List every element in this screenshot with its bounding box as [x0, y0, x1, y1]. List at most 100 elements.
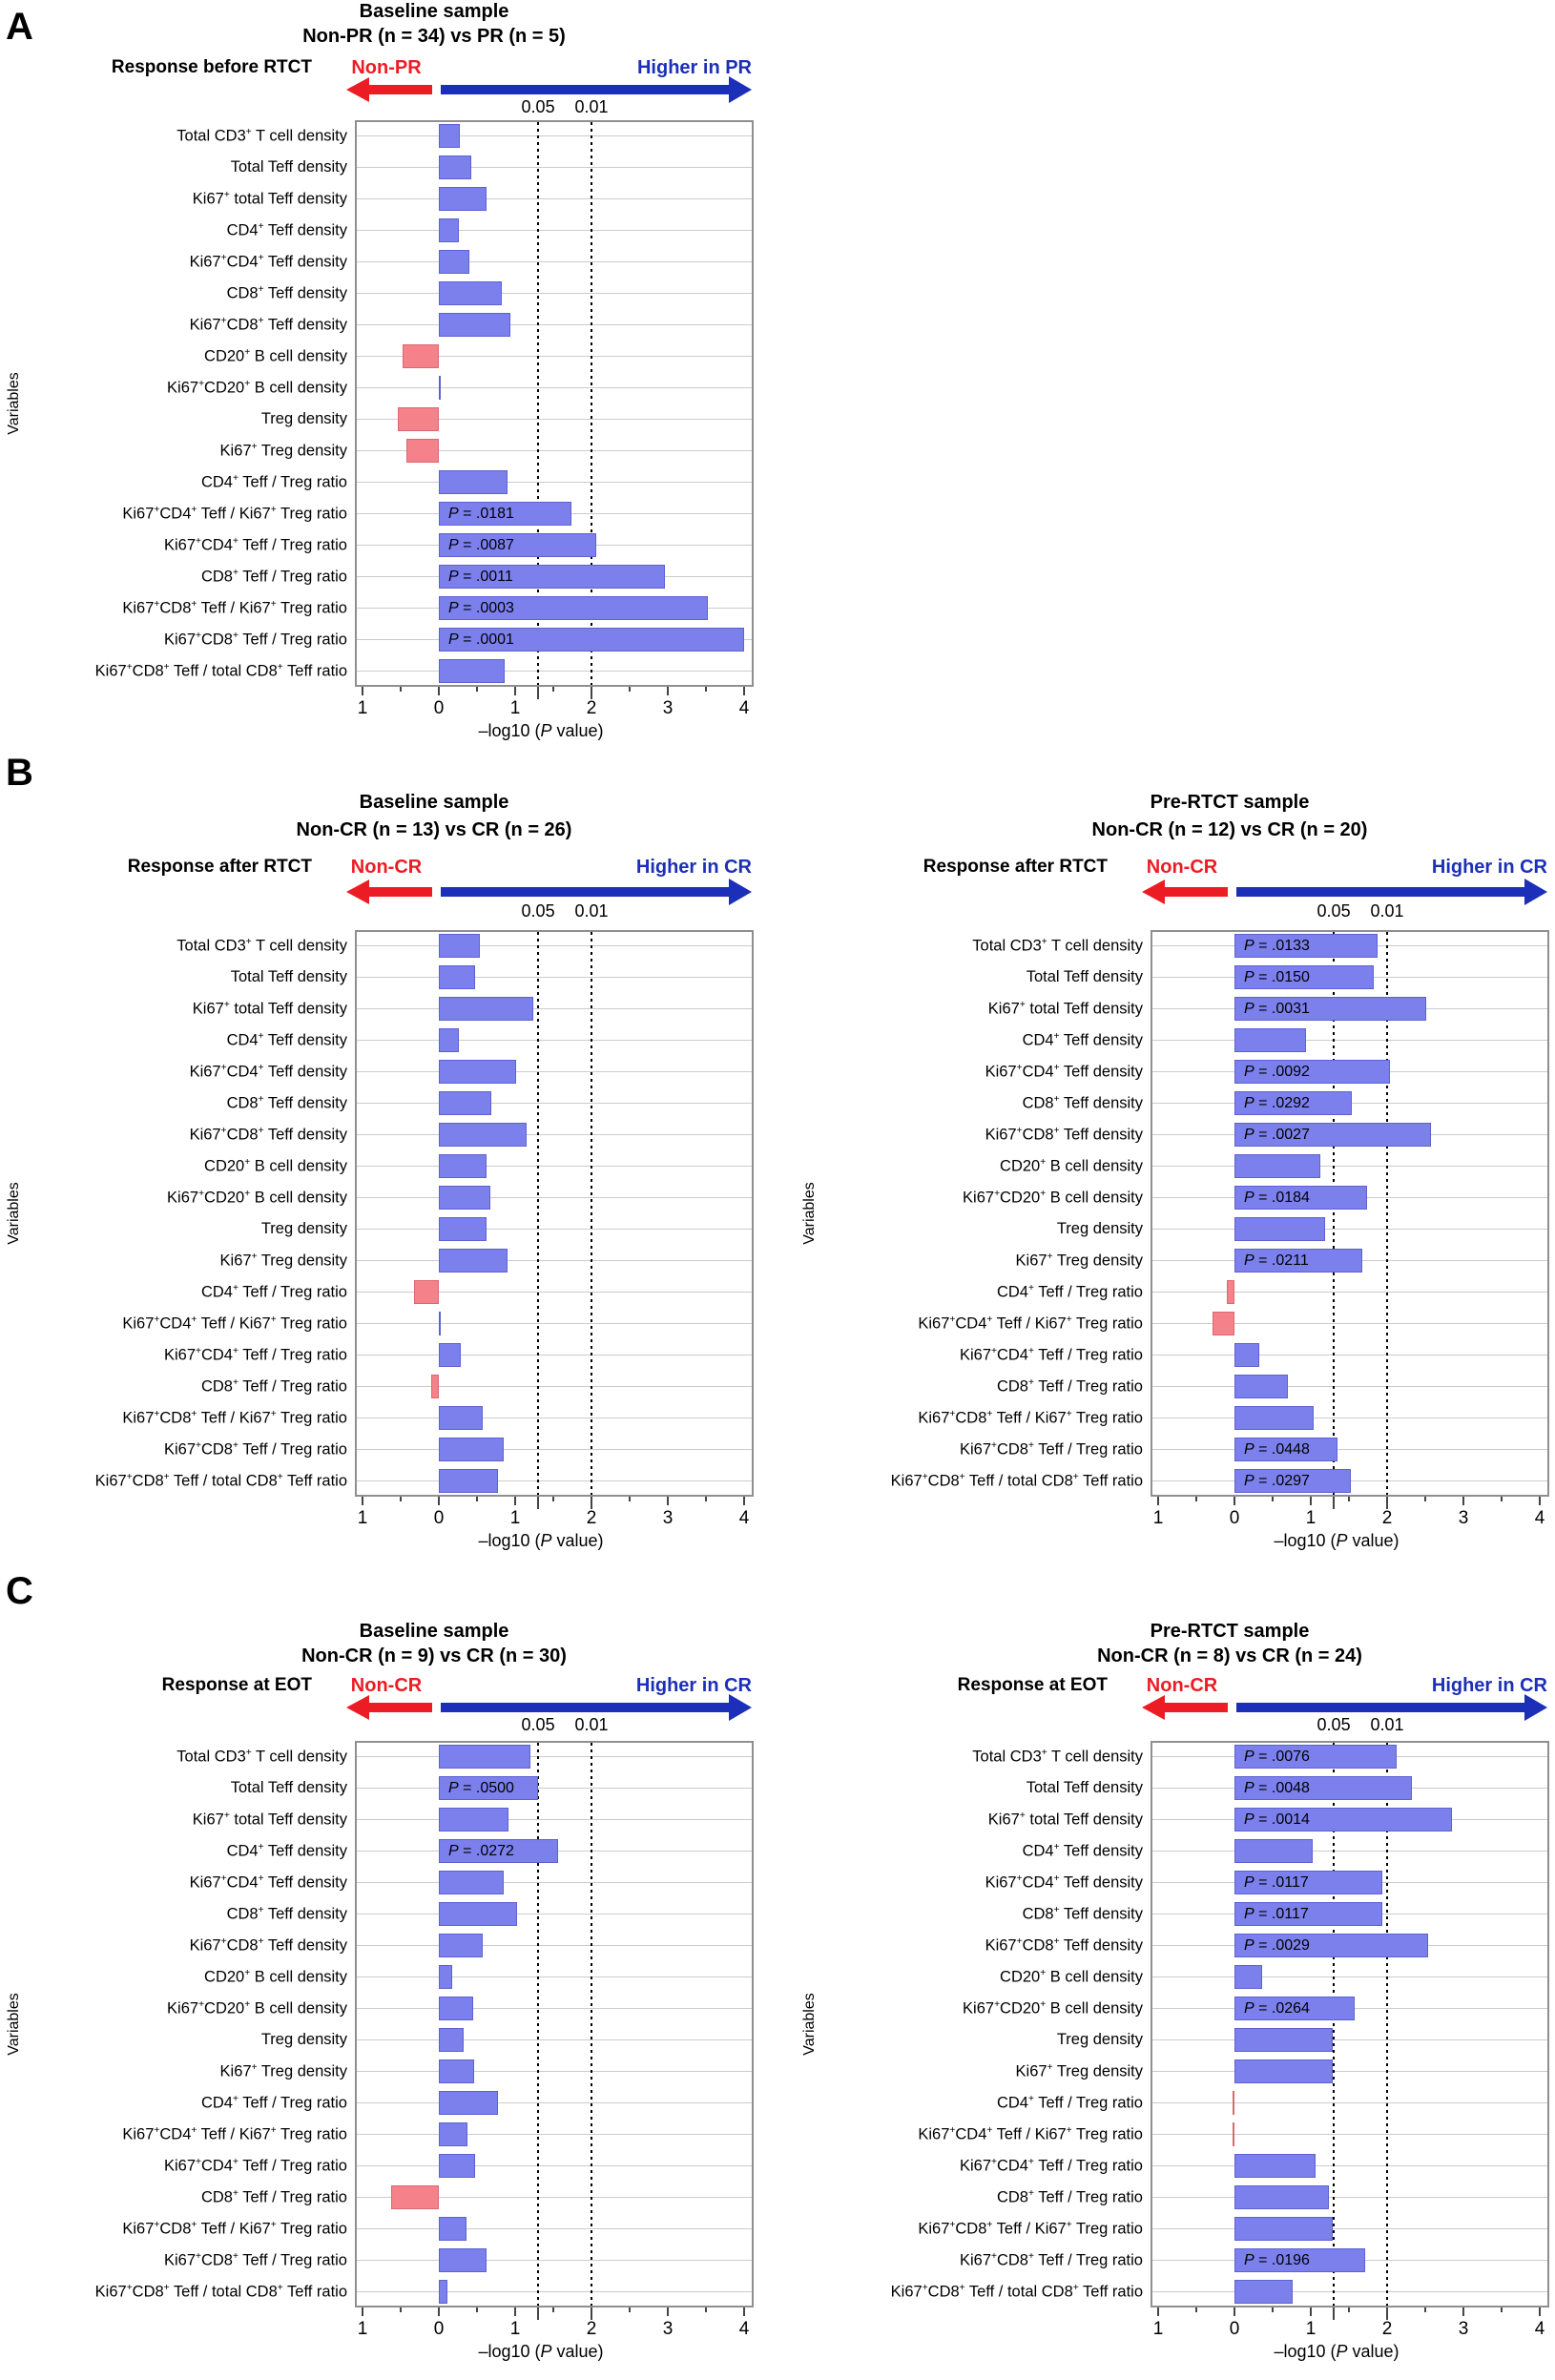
x-axis-tick	[552, 2308, 554, 2312]
variable-label: Ki67+CD8+ Teff / Ki67+ Treg ratio	[918, 2220, 1143, 2238]
gridline	[357, 450, 752, 451]
right-arrow-icon	[441, 887, 729, 897]
bar	[1234, 1808, 1453, 1832]
bar	[1234, 1997, 1356, 2020]
variable-label: Ki67+CD8+ Teff / Treg ratio	[163, 631, 347, 649]
variable-label: Ki67+CD20+ B cell density	[167, 379, 347, 397]
variable-label: Ki67+CD8+ Teff density	[985, 1936, 1143, 1955]
variable-label: Treg density	[1056, 2031, 1143, 2048]
bar	[439, 2028, 465, 2052]
left-direction-label: Non-PR	[351, 57, 422, 78]
p-value-label: P = .0117	[1244, 1874, 1309, 1891]
gridline	[357, 1882, 752, 1883]
x-tick-label: 2	[1381, 1508, 1393, 1528]
x-tick-label: 0	[433, 1508, 445, 1528]
threshold-label-005: 0.05	[521, 901, 555, 921]
variable-label: Ki67+CD20+ B cell density	[963, 1999, 1143, 2018]
variable-label: Total Teff density	[1026, 968, 1143, 985]
x-tick-label: 2	[586, 2319, 597, 2339]
bar	[1234, 2059, 1334, 2083]
p-value-label: P = .0211	[1244, 1252, 1309, 1269]
y-axis-title: Variables	[6, 1182, 22, 1245]
x-axis-tick	[1348, 1497, 1350, 1501]
variable-label: Ki67+CD8+ Teff / total CD8+ Teff ratio	[890, 2283, 1143, 2301]
bar	[439, 1186, 490, 1210]
gridline	[357, 1040, 752, 1041]
variable-label: Ki67+ total Teff density	[987, 1811, 1143, 1829]
gridline	[1152, 1323, 1547, 1324]
right-arrow-head-icon	[1524, 1694, 1547, 1721]
variable-label: CD8+ Teff / Treg ratio	[200, 1377, 347, 1396]
variable-label: Ki67+ total Teff density	[192, 190, 347, 208]
x-axis-tick	[1310, 1497, 1312, 1505]
p-value-label: P = .0196	[1244, 2252, 1310, 2268]
gridline	[357, 1788, 752, 1789]
variable-label: Ki67+CD8+ Teff / total CD8+ Teff ratio	[890, 1472, 1143, 1490]
p-value-label: P = .0181	[448, 506, 514, 522]
gridline	[357, 2102, 752, 2103]
x-axis-tick	[438, 2308, 440, 2316]
gridline	[357, 2134, 752, 2135]
x-tick-label: 1	[509, 1508, 521, 1528]
gridline	[357, 671, 752, 672]
threshold-label-001: 0.01	[1370, 1715, 1404, 1734]
gridline	[357, 2008, 752, 2009]
x-tick-label: 2	[1381, 2319, 1393, 2339]
x-tick-label: 0	[1229, 2319, 1240, 2339]
variable-label: CD4+ Teff density	[1022, 1031, 1143, 1049]
threshold-line	[1333, 932, 1336, 1495]
x-axis-tick	[629, 2308, 631, 2312]
variable-label: Total Teff density	[1026, 1779, 1143, 1796]
x-axis-tick	[552, 1497, 554, 1501]
x-axis-threshold-tick	[1386, 1497, 1388, 1509]
p-value-label: P = .0001	[448, 631, 514, 648]
p-value-label: P = .0133	[1244, 938, 1310, 954]
x-tick-label: 3	[1458, 2319, 1469, 2339]
x-axis-tick	[438, 1497, 440, 1505]
x-axis-tick	[1462, 2308, 1464, 2316]
x-tick-label: 1	[1305, 2319, 1317, 2339]
variable-label: Ki67+CD8+ Teff / total CD8+ Teff ratio	[94, 662, 347, 680]
bar	[439, 1123, 527, 1147]
bar	[1234, 1871, 1382, 1894]
x-axis-tick	[705, 687, 707, 692]
variable-label: CD4+ Teff / Treg ratio	[200, 473, 347, 491]
x-axis-tick	[1157, 1497, 1159, 1505]
gridline	[357, 387, 752, 388]
panel-c-letter: C	[6, 1570, 33, 1612]
y-axis-title: Variables	[801, 1993, 818, 2056]
x-tick-label: 3	[1458, 1508, 1469, 1528]
variable-label: Treg density	[1056, 1220, 1143, 1237]
x-axis-tick	[438, 687, 440, 695]
variable-label: Total CD3+ T cell density	[176, 937, 347, 955]
bar	[439, 1312, 441, 1335]
x-tick-label: 2	[586, 698, 597, 718]
variable-label: CD20+ B cell density	[204, 1968, 347, 1986]
right-direction-label: Higher in PR	[636, 57, 752, 78]
bar	[439, 250, 469, 274]
variable-label: Ki67+CD4+ Teff / Treg ratio	[163, 2157, 347, 2175]
x-axis-tick	[476, 687, 478, 692]
x-axis-tick	[1539, 2308, 1541, 2316]
p-value-label: P = .0048	[1244, 1780, 1310, 1796]
chart-title: Baseline sample	[359, 1621, 509, 1642]
bar	[1234, 2280, 1293, 2304]
gridline	[1152, 1386, 1547, 1387]
x-tick-label: 4	[738, 2319, 750, 2339]
gridline	[357, 1449, 752, 1450]
gridline	[357, 293, 752, 294]
gridline	[1152, 1166, 1547, 1167]
variable-label: CD8+ Teff density	[226, 1094, 347, 1112]
gridline	[1152, 1229, 1547, 1230]
threshold-line	[537, 1743, 540, 2306]
threshold-line	[591, 932, 592, 1495]
x-tick-label: 1	[1152, 1508, 1164, 1528]
left-arrow-head-icon	[1142, 880, 1165, 904]
x-tick-label: 1	[357, 2319, 368, 2339]
x-tick-label: 4	[1534, 1508, 1545, 1528]
x-tick-label: 1	[509, 698, 521, 718]
bar	[1234, 1902, 1382, 1926]
threshold-label-001: 0.01	[574, 901, 609, 921]
gridline	[357, 1071, 752, 1072]
